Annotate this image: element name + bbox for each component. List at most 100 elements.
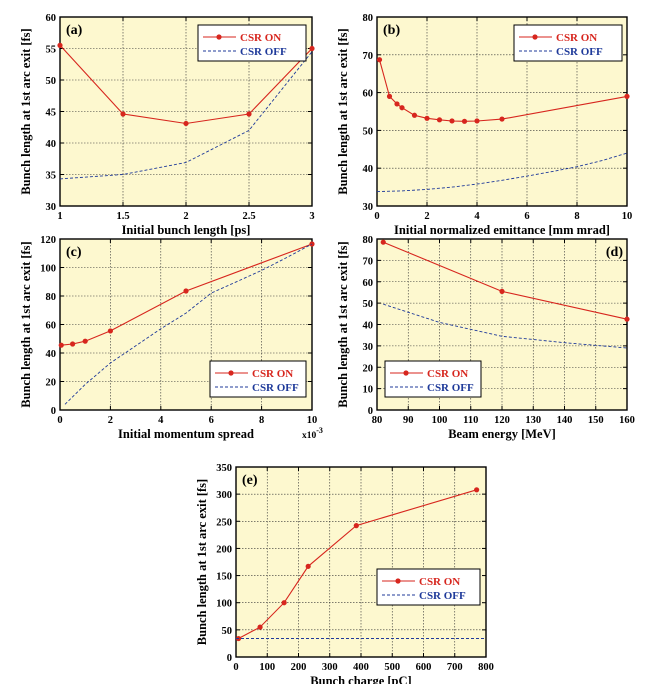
data-point-csr-on <box>424 115 430 121</box>
chart-panel-d: 80 90 100 110 120 130 140 150 160 0 10 20 30 40 50 60 70… <box>336 235 635 441</box>
legend-label: CSR ON <box>419 576 460 588</box>
y-tick-label: 30 <box>363 202 374 213</box>
legend-label: CSR OFF <box>427 382 474 394</box>
y-tick-label: 30 <box>46 202 57 213</box>
y-tick-label: 60 <box>363 89 374 100</box>
y-axis-label: Bunch length at 1st arc exit [fs] <box>195 479 209 645</box>
data-point-csr-on <box>107 328 113 334</box>
legend: CSR ON CSR OFF <box>376 568 481 606</box>
x-tick-label: 500 <box>384 662 400 673</box>
x-axis-label: Initial normalized emittance [mm mrad] <box>394 223 610 237</box>
panel-label: (c) <box>66 245 82 260</box>
y-axis-label: Bunch length at 1st arc exit [fs] <box>19 28 33 194</box>
y-tick-label: 70 <box>363 256 374 267</box>
data-point-csr-on <box>376 57 383 63</box>
x-tick-label: 0 <box>57 415 62 426</box>
plot-frame <box>59 238 313 411</box>
x-tick-label: 600 <box>416 662 432 673</box>
y-tick-label: 300 <box>216 490 232 501</box>
y-tick-label: 45 <box>46 108 57 119</box>
x-tick-label: 200 <box>291 662 307 673</box>
x-axis-label: Bunch charge [pC] <box>310 674 411 684</box>
y-tick-label: 30 <box>363 342 374 353</box>
y-tick-label: 0 <box>51 406 56 417</box>
x-tick-label: 160 <box>619 415 635 426</box>
data-point-csr-on <box>499 288 505 294</box>
y-tick-label: 40 <box>46 349 57 360</box>
panel-label: (a) <box>66 23 83 38</box>
x-tick-label: 80 <box>372 415 383 426</box>
x-tick-label: 1.5 <box>116 211 129 222</box>
data-point-csr-on <box>309 45 315 52</box>
data-point-csr-on <box>58 342 64 348</box>
legend-label: CSR OFF <box>556 46 603 58</box>
legend: CSR ON CSR OFF <box>513 24 623 62</box>
x-tick-label: 4 <box>474 211 480 222</box>
y-tick-label: 100 <box>216 599 232 610</box>
x-tick-label: 2 <box>183 211 188 222</box>
y-tick-label: 80 <box>363 13 374 24</box>
data-point-csr-on <box>305 563 311 569</box>
legend-box <box>384 360 482 398</box>
series-line-csr-off <box>376 152 628 193</box>
data-point-csr-on <box>257 624 263 630</box>
data-point-csr-on <box>120 111 126 117</box>
data-point-csr-on <box>309 241 315 247</box>
x-tick-label: 140 <box>557 415 573 426</box>
y-tick-label: 60 <box>46 321 57 332</box>
legend-box <box>513 24 623 62</box>
y-tick-label: 250 <box>216 517 232 528</box>
legend-label: CSR OFF <box>419 590 466 602</box>
legend-label: CSR ON <box>427 368 468 380</box>
x-tick-label: 120 <box>494 415 510 426</box>
data-point-csr-on <box>380 239 386 245</box>
x-tick-label: 2 <box>424 211 429 222</box>
x-tick-label: 0 <box>374 211 379 222</box>
panel-label: (e) <box>242 473 258 488</box>
y-tick-label: 50 <box>363 299 374 310</box>
y-tick-label: 120 <box>40 235 56 246</box>
data-point-csr-on <box>57 42 63 48</box>
y-tick-label: 100 <box>40 264 56 275</box>
legend: CSR ON CSR OFF <box>197 24 307 62</box>
y-axis-label: Bunch length at 1st arc exit [fs] <box>19 241 33 407</box>
y-tick-label: 40 <box>363 321 374 332</box>
data-point-csr-on <box>624 316 630 322</box>
x-tick-label: 3 <box>309 211 314 222</box>
x-tick-label: 6 <box>209 415 214 426</box>
panel-label: (d) <box>606 245 623 260</box>
x-tick-label: 100 <box>259 662 275 673</box>
x-tick-label: 8 <box>574 211 579 222</box>
y-tick-label: 0 <box>227 653 232 664</box>
plot-frame <box>235 466 487 658</box>
legend-marker <box>395 578 401 584</box>
data-point-csr-on <box>183 288 189 294</box>
x-tick-label: 1 <box>57 211 62 222</box>
data-point-csr-on <box>353 523 359 529</box>
y-tick-label: 55 <box>46 45 57 56</box>
y-tick-label: 80 <box>46 292 57 303</box>
y-axis-label: Bunch length at 1st arc exit [fs] <box>336 241 350 407</box>
x-tick-label: 100 <box>432 415 448 426</box>
legend-box <box>197 24 307 62</box>
x-tick-label: 4 <box>158 415 164 426</box>
x-tick-label: 110 <box>463 415 478 426</box>
x-tick-label: 10 <box>307 415 318 426</box>
series-line-csr-off <box>59 51 313 180</box>
chart-panel-a: 1 1.5 2 2.5 3 30 35 40 45 50 55 60 (a) CSR ON CSR OFF I… <box>19 13 315 237</box>
x-tick-label: 2 <box>108 415 113 426</box>
data-point-csr-on <box>461 118 468 124</box>
x-tick-label: 0 <box>233 662 238 673</box>
chart-panel-e: 0 100 200 300 400 500 600 700 800 0 50 100 150 200 250… <box>195 463 494 684</box>
panel-label: (b) <box>383 23 400 38</box>
legend: CSR ON CSR OFF <box>384 360 482 398</box>
x-tick-label: 8 <box>259 415 264 426</box>
plot-frame <box>59 16 313 207</box>
y-tick-label: 60 <box>363 278 374 289</box>
y-tick-label: 50 <box>363 126 374 137</box>
x-tick-label: 6 <box>524 211 529 222</box>
y-tick-label: 10 <box>363 385 374 396</box>
data-point-csr-on <box>474 487 480 493</box>
x-tick-label: 800 <box>478 662 494 673</box>
